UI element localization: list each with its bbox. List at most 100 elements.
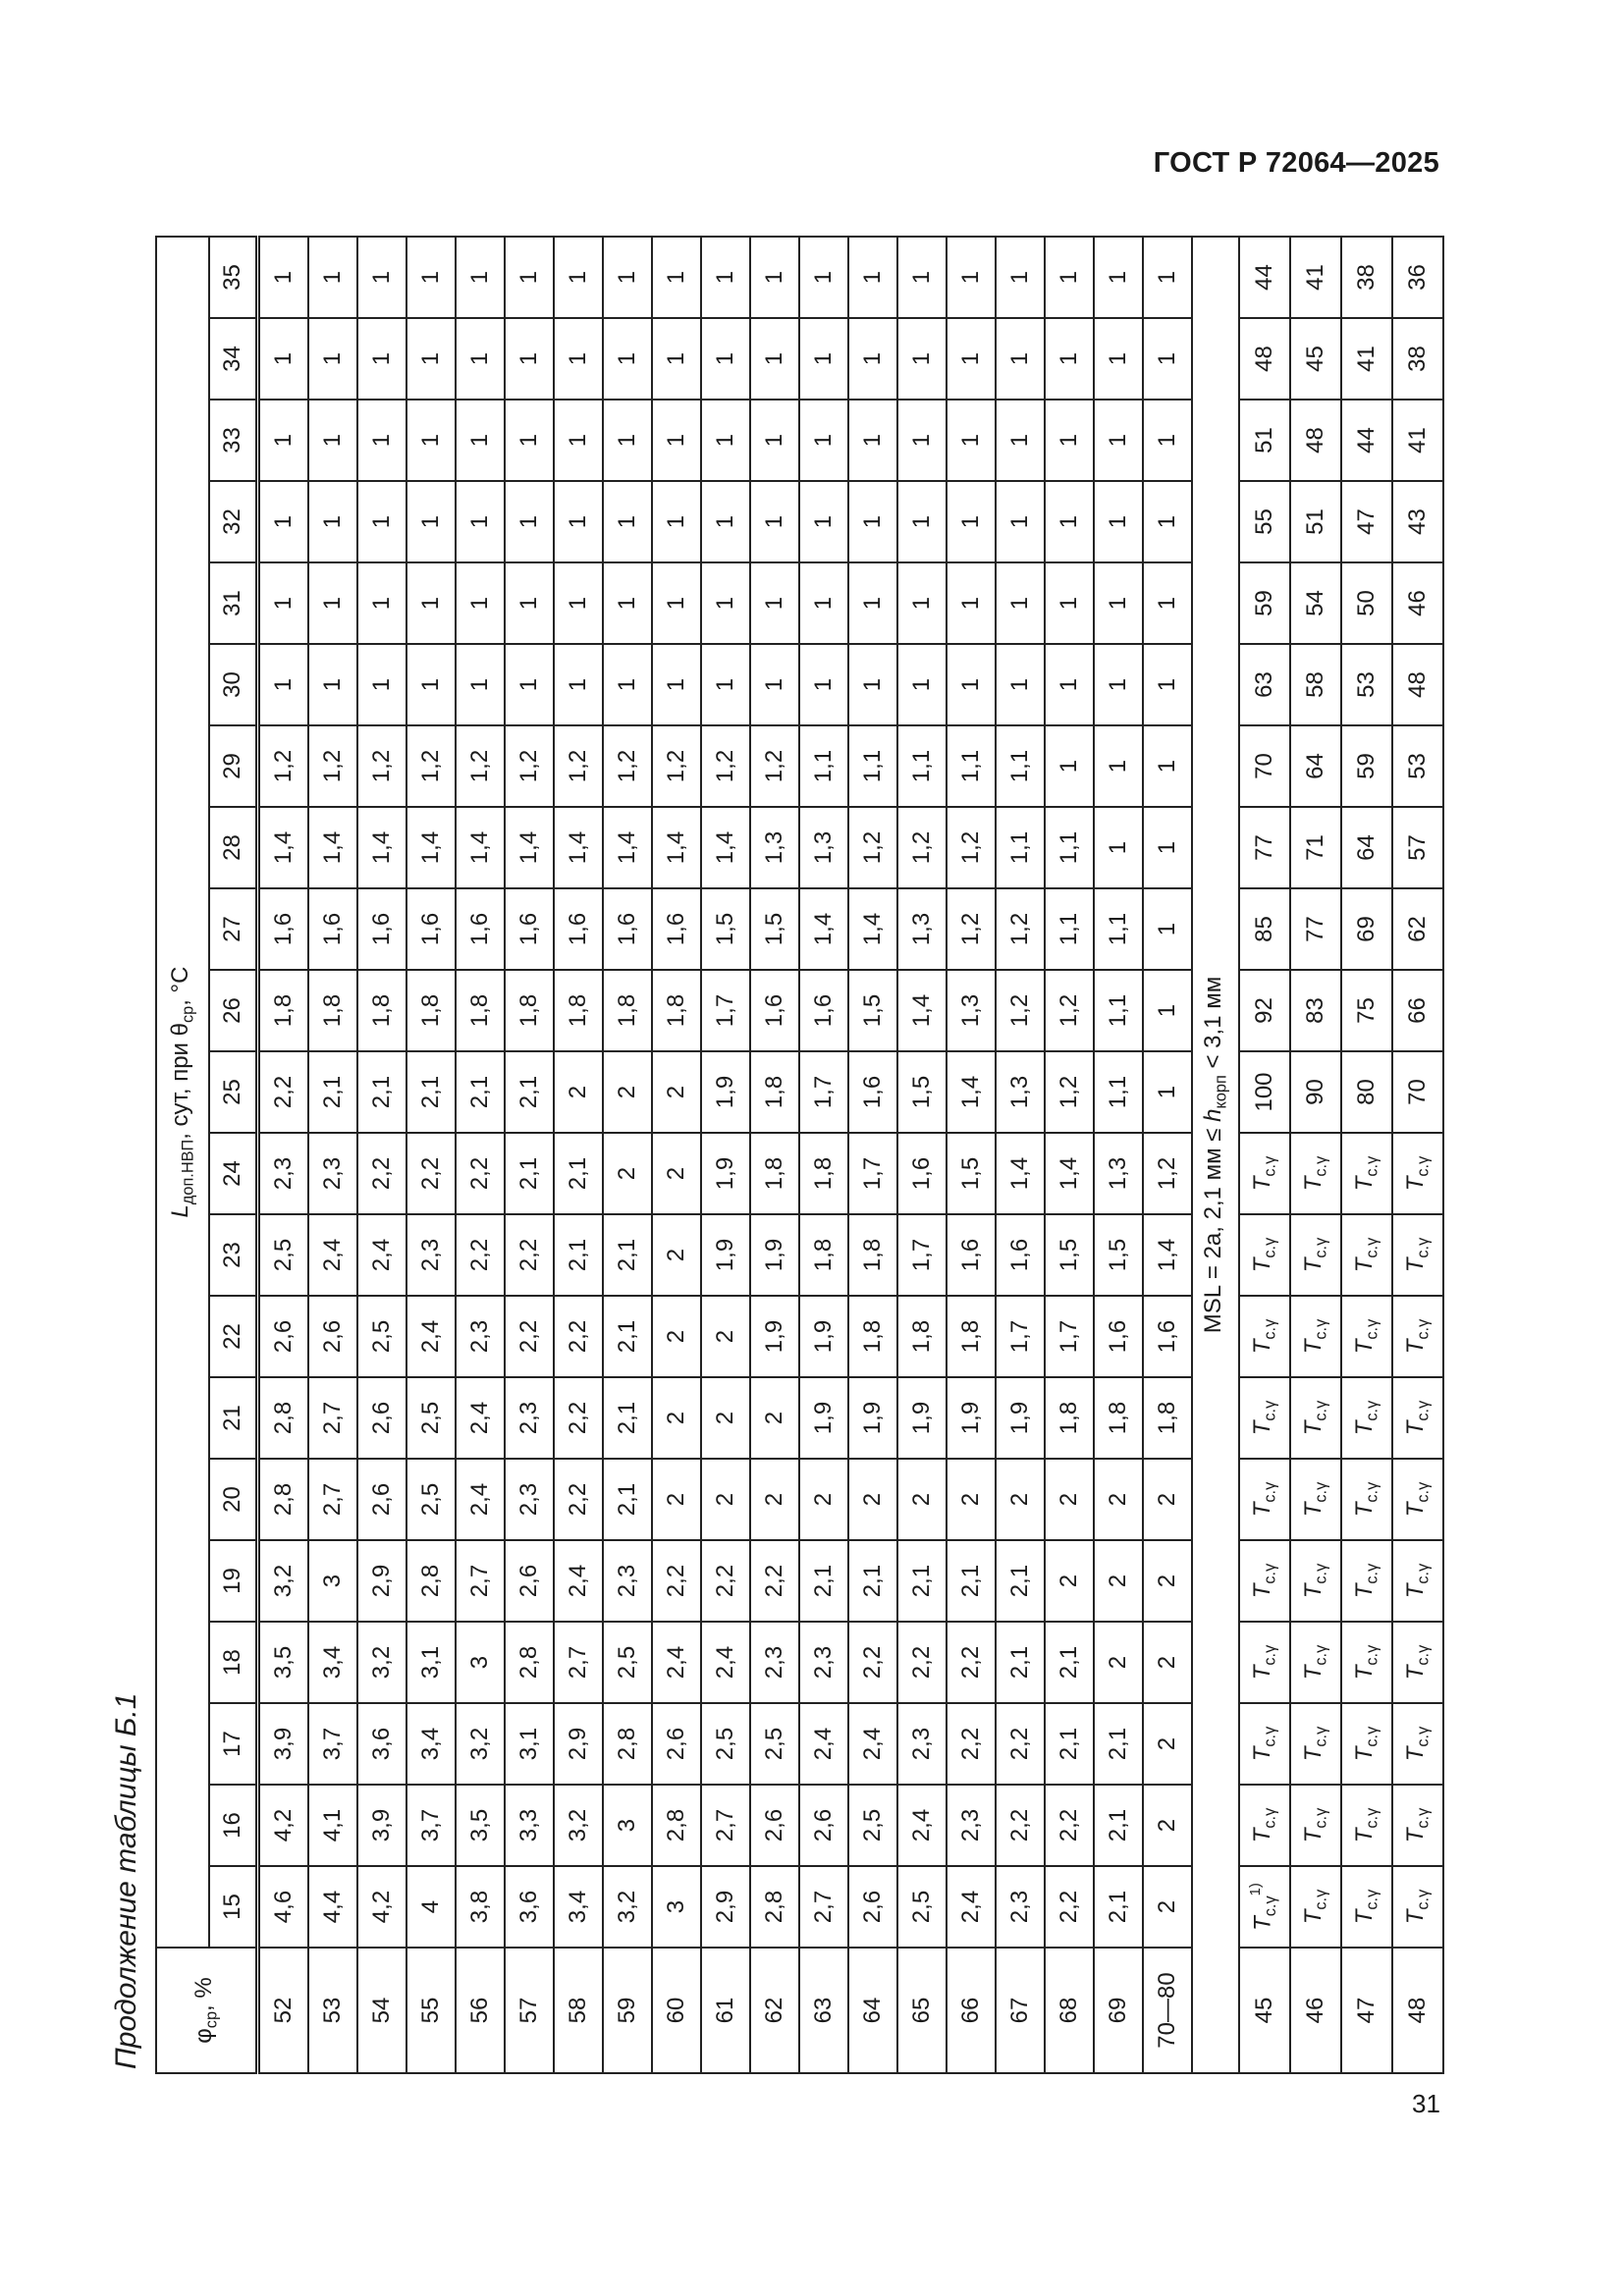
table-cell: 2,1 xyxy=(1045,1622,1094,1703)
table-cell: 2,8 xyxy=(406,1540,456,1622)
column-header: 25 xyxy=(209,1051,258,1133)
table-cell: 3,2 xyxy=(554,1785,603,1866)
table-row: 70—80 2 2 2 2 2 2 1,8 1,6 1,4 1,2 1 1 1 1 1 1 1 1 1 1 1 xyxy=(1143,237,1192,2073)
table-cell: 2,2 xyxy=(652,1540,701,1622)
table-cell: 2,2 xyxy=(947,1703,996,1785)
table-cell: 2,7 xyxy=(456,1540,505,1622)
table-row: 55 4 3,7 3,4 3,1 2,8 2,5 2,5 2,4 2,3 2,2 2,1 1,8 1,6 1… xyxy=(406,237,456,2073)
table-row: 57 3,6 3,3 3,1 2,8 2,6 2,3 2,3 2,2 2,2 2,1 2,1 1,8 1,… xyxy=(505,237,554,2073)
table-cell: 2,2 xyxy=(505,1214,554,1296)
table-cell: 1,1 xyxy=(1045,807,1094,888)
table-cell: 4,2 xyxy=(357,1866,406,1948)
table-cell: 2 xyxy=(1094,1622,1143,1703)
table-cell: 1,2 xyxy=(406,725,456,807)
table-cell: 2,5 xyxy=(406,1377,456,1459)
table-cell: 2,1 xyxy=(1094,1866,1143,1948)
table-cell: 2,4 xyxy=(554,1540,603,1622)
table-cell: 70 xyxy=(1392,1051,1443,1133)
row-label: 67 xyxy=(996,1948,1045,2073)
t-symbol: T xyxy=(1300,1176,1327,1192)
table-cell: 2 xyxy=(1045,1459,1094,1540)
table-cell: 2 xyxy=(652,1296,701,1377)
table-cell: 1,6 xyxy=(996,1214,1045,1296)
t-sub: с.γ xyxy=(1312,1237,1330,1258)
t-symbol: T xyxy=(1402,1583,1430,1599)
table-cell: 2,6 xyxy=(357,1459,406,1540)
table-cell: 1 xyxy=(554,237,603,318)
row-label: 57 xyxy=(505,1948,554,2073)
t-sub: с.γ xyxy=(1261,1726,1279,1747)
t-symbol: T xyxy=(1351,1665,1379,1681)
table-cell: 2,1 xyxy=(1094,1785,1143,1866)
table-cell: 1,9 xyxy=(701,1214,750,1296)
table-cell: 3,9 xyxy=(257,1703,308,1785)
table-cell: 1,6 xyxy=(848,1051,897,1133)
table-cell: Tс.γ xyxy=(1341,1214,1392,1296)
t-symbol: T xyxy=(1300,1502,1327,1518)
table-cell: 1,6 xyxy=(947,1214,996,1296)
table-cell: 2,7 xyxy=(308,1377,357,1459)
t-sub: с.γ xyxy=(1262,1896,1280,1917)
table-cell: 1 xyxy=(257,318,308,400)
t-sub: с.γ xyxy=(1261,1400,1279,1421)
l-sub: доп.НВП xyxy=(179,1139,197,1205)
table-cell: Tс.γ xyxy=(1290,1785,1341,1866)
table-cell: 1 xyxy=(652,644,701,725)
table-cell: Tс.γ xyxy=(1341,1377,1392,1459)
table-cell: 2,5 xyxy=(750,1703,799,1785)
document-header: ГОСТ Р 72064—2025 xyxy=(1153,147,1439,179)
table-cell: 2 xyxy=(652,1051,701,1133)
table-cell: 2,1 xyxy=(603,1296,652,1377)
table-cell: 3,1 xyxy=(505,1703,554,1785)
table-cell: 58 xyxy=(1290,644,1341,725)
table-cell: 2,1 xyxy=(799,1540,848,1622)
table-cell: 75 xyxy=(1341,970,1392,1051)
table-cell: 1,9 xyxy=(701,1133,750,1214)
table-cell: 2,1 xyxy=(996,1622,1045,1703)
table-cell: 2 xyxy=(799,1459,848,1540)
t-sub: с.γ xyxy=(1414,1400,1433,1421)
table-cell: 100 xyxy=(1239,1051,1290,1133)
row-label: 62 xyxy=(750,1948,799,2073)
table-cell: 2,9 xyxy=(554,1703,603,1785)
table-cell: 41 xyxy=(1290,237,1341,318)
t-symbol: T xyxy=(1351,1746,1379,1762)
table-cell: 1,7 xyxy=(897,1214,947,1296)
t-sub: с.γ xyxy=(1414,1237,1433,1258)
table-cell: 59 xyxy=(1341,725,1392,807)
table-cell: 1 xyxy=(897,562,947,644)
table-cell: 1 xyxy=(456,318,505,400)
table-cell: Tс.γ xyxy=(1392,1377,1443,1459)
table-cell: 1,9 xyxy=(799,1296,848,1377)
table-cell: 2,2 xyxy=(750,1540,799,1622)
table-cell: Tс.γ xyxy=(1341,1459,1392,1540)
table-cell: 2,8 xyxy=(505,1622,554,1703)
table-cell: 1 xyxy=(1094,318,1143,400)
row-label: 54 xyxy=(357,1948,406,2073)
table-cell: 1,8 xyxy=(897,1296,947,1377)
table-cell: 1 xyxy=(257,400,308,481)
t-symbol: T xyxy=(1249,1257,1276,1273)
table-cell: 2 xyxy=(1094,1459,1143,1540)
table-cell: 1 xyxy=(897,481,947,562)
table-cell: 36 xyxy=(1392,237,1443,318)
table-cell: 1,6 xyxy=(257,888,308,970)
table-cell: 1 xyxy=(456,481,505,562)
table-cell: 1,2 xyxy=(257,725,308,807)
phi-unit: , % xyxy=(190,1977,218,2011)
table-cell: 2,1 xyxy=(406,1051,456,1133)
table-cell: 1 xyxy=(701,481,750,562)
table-cell: 2,8 xyxy=(257,1459,308,1540)
footnote-mark: 1) xyxy=(1248,1883,1265,1896)
table-cell: 2,4 xyxy=(456,1459,505,1540)
row-label: 70—80 xyxy=(1143,1948,1192,2073)
table-cell: 1,7 xyxy=(799,1051,848,1133)
table-cell: 4,4 xyxy=(308,1866,357,1948)
table-cell: 1,7 xyxy=(848,1133,897,1214)
column-header: 30 xyxy=(209,644,258,725)
row-label: 52 xyxy=(257,1948,308,2073)
table-cell: 1,4 xyxy=(652,807,701,888)
table-cell: 1 xyxy=(603,400,652,481)
table-cell: 1 xyxy=(947,562,996,644)
table-cell: 1 xyxy=(554,562,603,644)
